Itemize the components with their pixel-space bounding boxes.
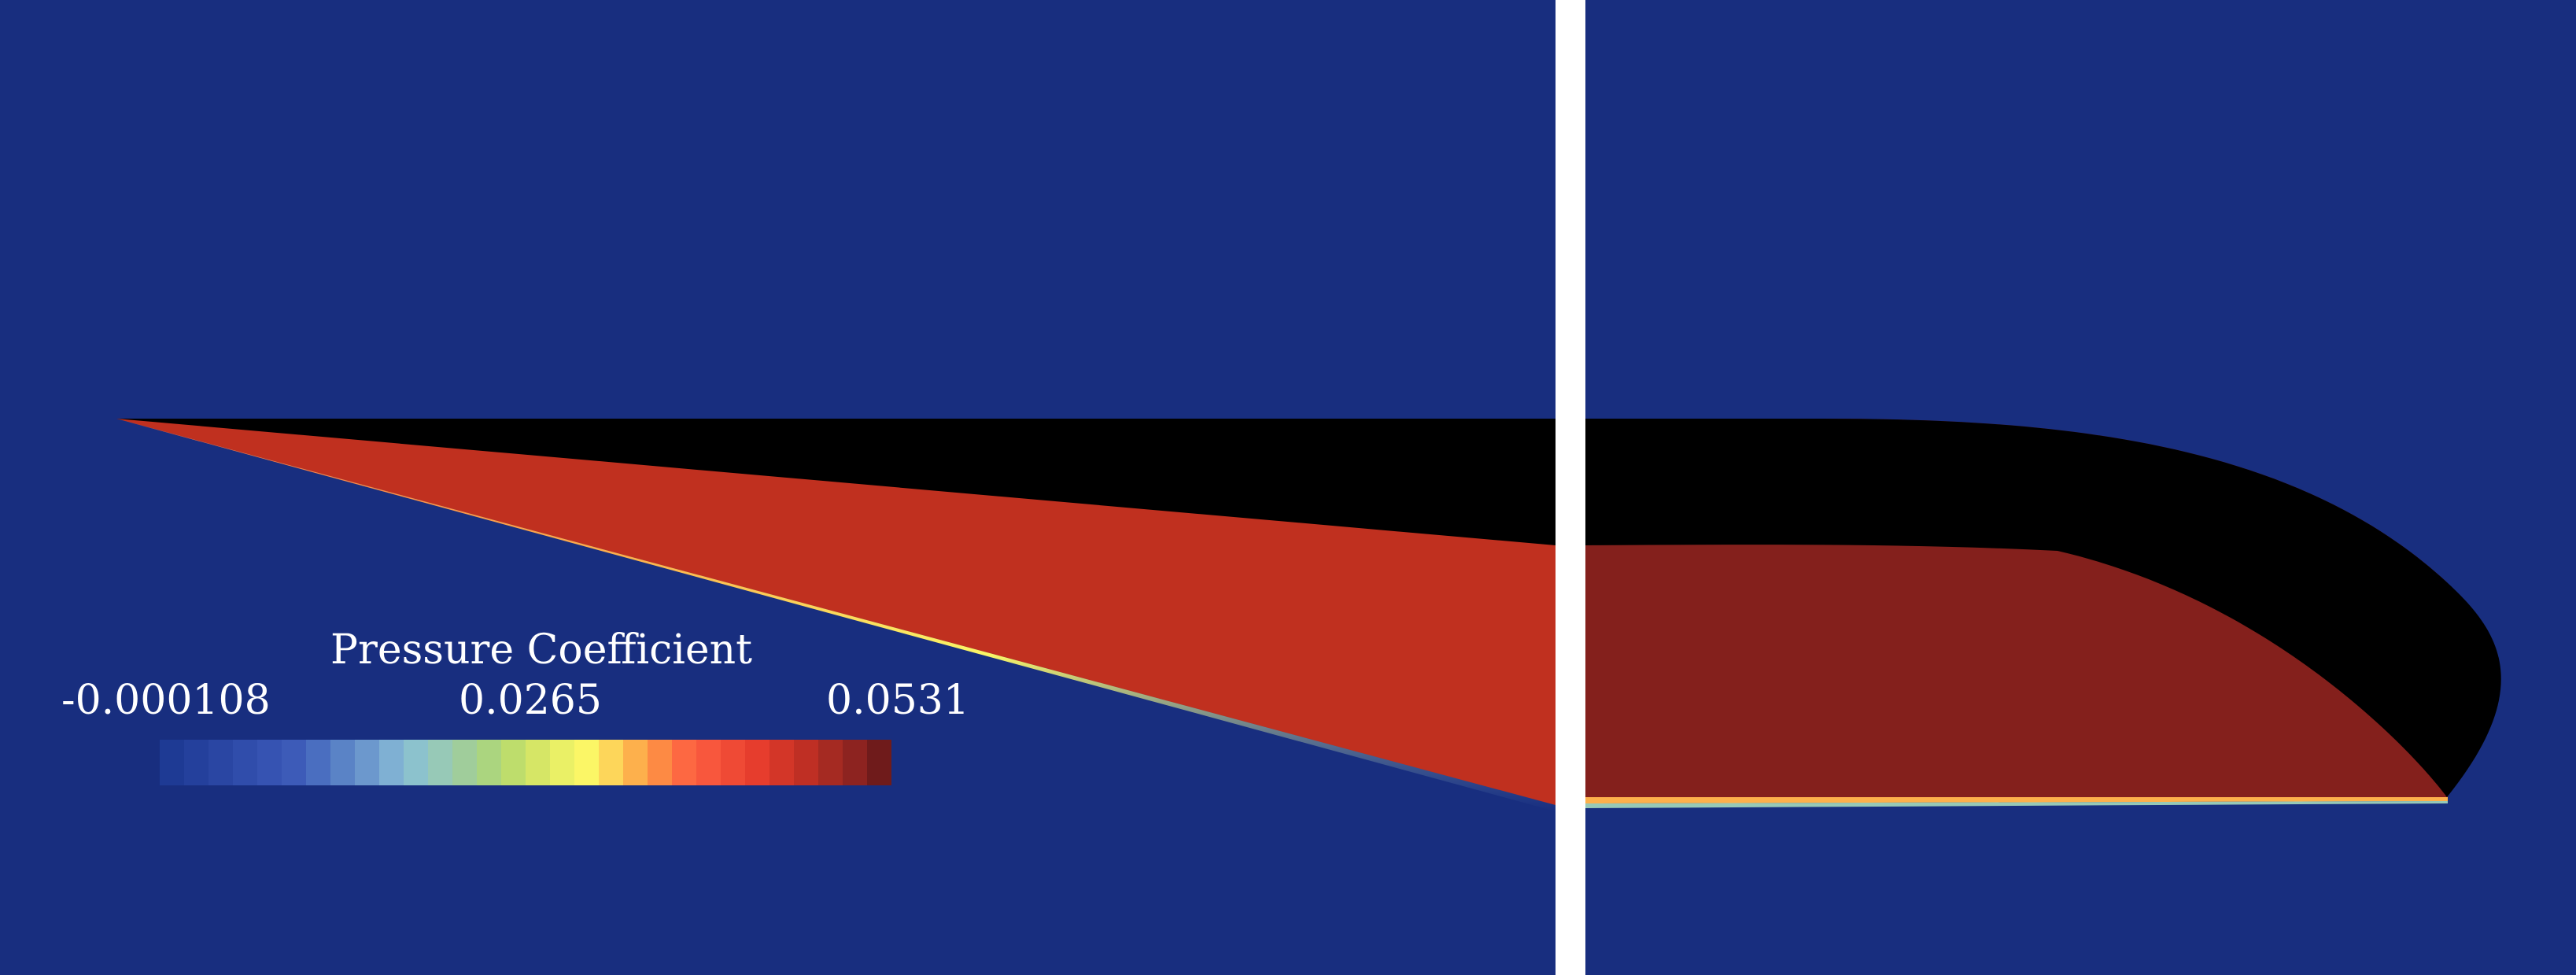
colorbar-segment — [209, 740, 233, 785]
colorbar — [160, 740, 891, 785]
colorbar-segment — [843, 740, 867, 785]
colorbar-title: Pressure Coefficient — [330, 630, 752, 670]
colorbar-segment — [867, 740, 891, 785]
colorbar-segment — [526, 740, 550, 785]
colorbar-segment — [477, 740, 501, 785]
left-flow-field — [0, 0, 1556, 975]
right-flow-field — [1585, 0, 2576, 975]
colorbar-segment — [306, 740, 330, 785]
colorbar-segment — [672, 740, 696, 785]
colorbar-segment — [452, 740, 477, 785]
colorbar-segment — [404, 740, 428, 785]
colorbar-segment — [818, 740, 843, 785]
colorbar-segment — [721, 740, 745, 785]
colorbar-tick-min: -0.000108 — [61, 680, 271, 721]
colorbar-segment — [574, 740, 599, 785]
colorbar-tick-mid: 0.0265 — [459, 680, 602, 721]
right-flow-panel — [1585, 0, 2576, 975]
left-flow-panel — [0, 0, 1556, 975]
colorbar-segment — [355, 740, 379, 785]
colorbar-segment — [379, 740, 404, 785]
colorbar-segment — [696, 740, 721, 785]
colorbar-segment — [160, 740, 184, 785]
colorbar-segment — [257, 740, 282, 785]
colorbar-segment — [233, 740, 257, 785]
colorbar-segment — [428, 740, 452, 785]
colorbar-segment — [330, 740, 355, 785]
colorbar-tick-max: 0.0531 — [826, 680, 969, 721]
colorbar-segment — [745, 740, 769, 785]
colorbar-segment — [501, 740, 526, 785]
panel-divider — [1556, 0, 1585, 975]
colorbar-segment — [623, 740, 648, 785]
colorbar-segment — [550, 740, 574, 785]
colorbar-segment — [648, 740, 672, 785]
colorbar-segment — [599, 740, 623, 785]
colorbar-segment — [282, 740, 306, 785]
colorbar-segment — [184, 740, 209, 785]
colorbar-segment — [794, 740, 818, 785]
colorbar-segment — [769, 740, 794, 785]
